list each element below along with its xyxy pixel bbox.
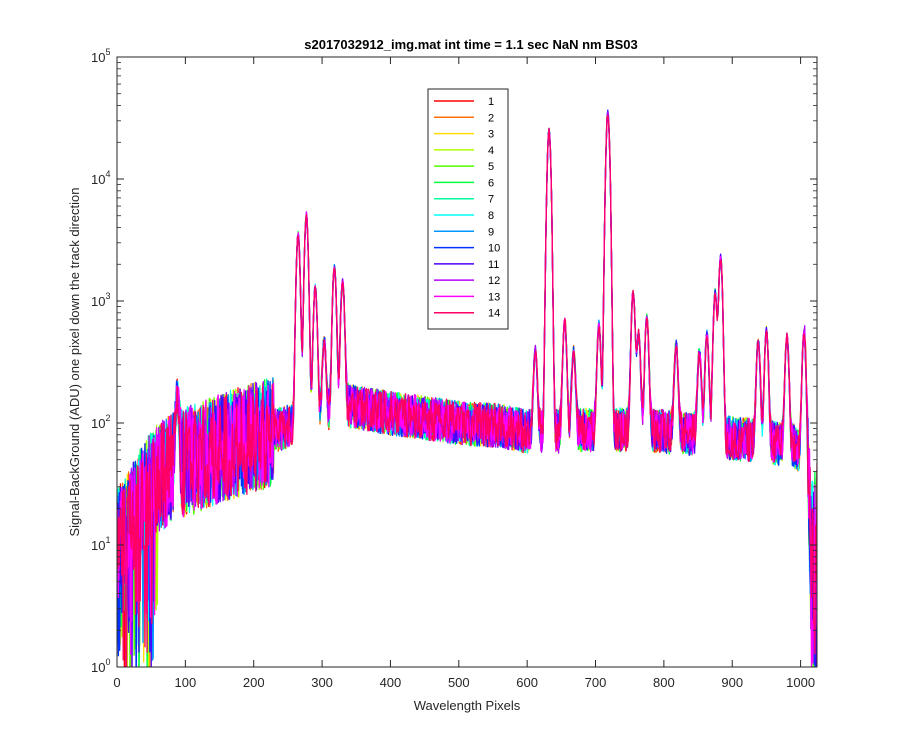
x-tick-label: 500 <box>448 675 470 690</box>
legend-label-7: 7 <box>488 194 494 206</box>
chart-title: s2017032912_img.mat int time = 1.1 sec N… <box>304 37 638 52</box>
x-tick-label: 1000 <box>786 675 815 690</box>
axes-box <box>116 56 818 668</box>
x-tick-label: 100 <box>175 675 197 690</box>
x-tick-label: 200 <box>243 675 265 690</box>
y-tick-label: 100 <box>91 657 110 675</box>
x-tick-label: 300 <box>311 675 333 690</box>
legend-label-5: 5 <box>488 161 494 173</box>
legend-label-2: 2 <box>488 112 494 124</box>
y-tick-label: 102 <box>91 413 110 431</box>
axes-group <box>116 56 818 668</box>
legend-label-4: 4 <box>488 145 494 157</box>
y-axis-label: Signal-BackGround (ADU) one pixel down t… <box>67 187 82 536</box>
legend-label-6: 6 <box>488 177 494 189</box>
x-tick-label: 0 <box>113 675 120 690</box>
legend-label-13: 13 <box>488 291 500 303</box>
x-tick-label: 600 <box>516 675 538 690</box>
y-tick-label: 104 <box>91 169 110 187</box>
x-tick-label: 700 <box>585 675 607 690</box>
y-tick-label: 105 <box>91 47 110 65</box>
legend-label-1: 1 <box>488 96 494 108</box>
legend-label-10: 10 <box>488 243 500 255</box>
series-line-14 <box>117 114 817 667</box>
ticks-group: 0 100 200 300 400 500 600 700 800 900 100010010110… <box>91 47 817 690</box>
legend-label-3: 3 <box>488 129 494 141</box>
legend-box <box>427 88 509 330</box>
y-tick-label: 101 <box>91 535 110 553</box>
legend-label-9: 9 <box>488 226 494 238</box>
series-group <box>117 109 817 667</box>
x-tick-label: 400 <box>380 675 402 690</box>
legend-label-8: 8 <box>488 210 494 222</box>
x-axis-label: Wavelength Pixels <box>414 698 521 713</box>
legend-label-14: 14 <box>488 308 500 320</box>
y-tick-label: 103 <box>91 291 110 309</box>
legend-label-12: 12 <box>488 275 500 287</box>
legend-label-11: 11 <box>488 259 499 271</box>
x-tick-label: 900 <box>721 675 743 690</box>
series-line-13 <box>117 114 817 667</box>
x-tick-label: 800 <box>653 675 675 690</box>
